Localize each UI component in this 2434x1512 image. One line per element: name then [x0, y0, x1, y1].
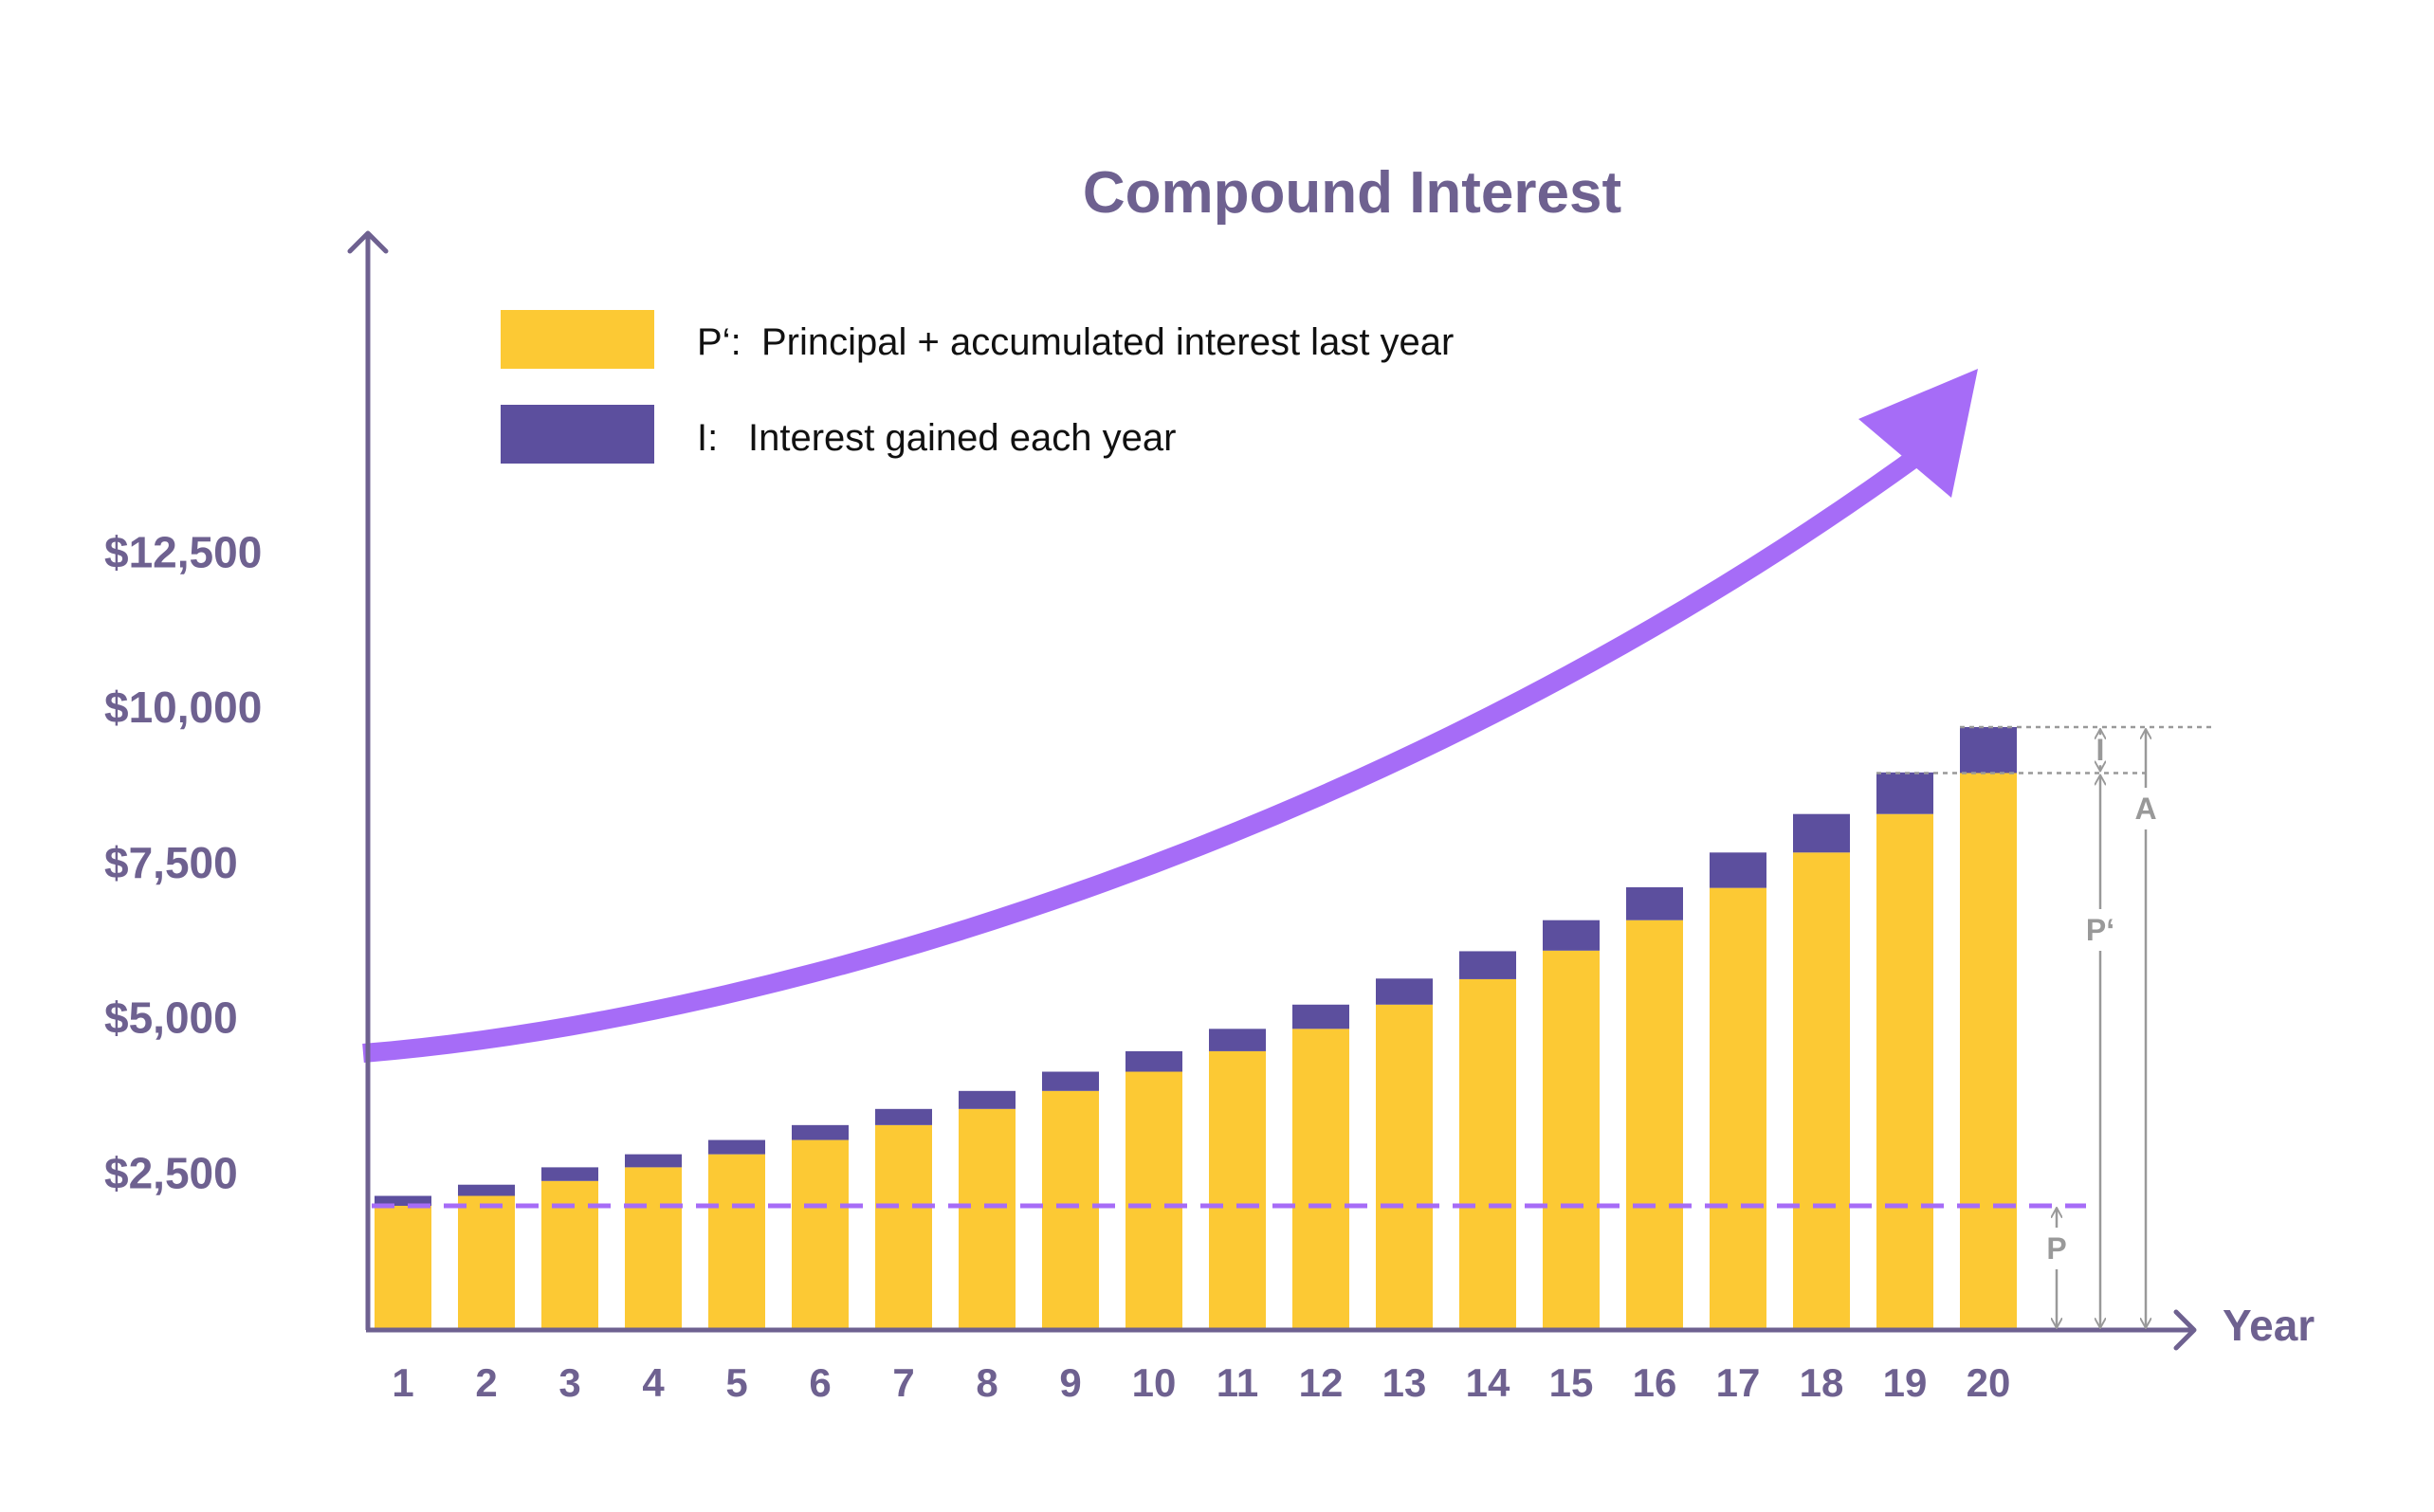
bar-principal-year-5 [708, 1154, 765, 1330]
x-tick-label: 19 [1883, 1360, 1928, 1405]
legend-swatch-principal [501, 310, 654, 369]
legend-label-principal: Principal + accumulated interest last ye… [761, 321, 1454, 363]
x-tick-label: 1 [392, 1360, 413, 1405]
bar-principal-year-6 [792, 1139, 849, 1330]
bar-interest-year-11 [1209, 1029, 1266, 1051]
bar-principal-year-12 [1292, 1029, 1349, 1330]
bar-principal-year-8 [959, 1108, 1016, 1330]
bar-principal-year-11 [1209, 1050, 1266, 1330]
y-tick-label: $7,500 [104, 838, 238, 887]
bar-principal-year-1 [375, 1206, 431, 1330]
dim-i-label: I [2096, 733, 2105, 767]
bar-interest-year-2 [458, 1184, 515, 1196]
x-tick-label: 9 [1059, 1360, 1081, 1405]
y-tick-label: $12,500 [104, 527, 262, 576]
bar-principal-year-16 [1626, 920, 1683, 1330]
bar-principal-year-10 [1125, 1071, 1182, 1330]
legend-key-principal: P‘: [697, 321, 741, 363]
bar-interest-year-5 [708, 1139, 765, 1155]
x-axis-label: Year [2223, 1301, 2315, 1350]
x-tick-label: 7 [892, 1360, 914, 1405]
bar-principal-year-9 [1042, 1090, 1099, 1330]
y-axis-arrowhead [347, 230, 389, 254]
bar-interest-year-9 [1042, 1071, 1099, 1091]
x-tick-label: 20 [1967, 1360, 2011, 1405]
bar-interest-year-8 [959, 1090, 1016, 1109]
bar-principal-year-3 [541, 1180, 598, 1330]
y-tick-labels: $2,500 $5,000 $7,500 $10,000 $12,500 [104, 527, 262, 1197]
legend-swatch-interest [501, 405, 654, 464]
x-tick-labels: 1 2 3 4 5 6 7 8 9 10 11 12 13 14 15 16 17 18 19 20 [392, 1360, 2010, 1405]
x-tick-label: 13 [1382, 1360, 1427, 1405]
bar-principal-year-4 [625, 1167, 682, 1330]
bars-group [375, 726, 2017, 1330]
x-tick-label: 15 [1549, 1360, 1594, 1405]
bar-principal-year-18 [1793, 852, 1850, 1330]
chart-title: Compound Interest [1083, 160, 1621, 226]
x-tick-label: 3 [558, 1360, 580, 1405]
axes: Year [347, 230, 2315, 1351]
bar-principal-year-20 [1960, 773, 2017, 1330]
bar-interest-year-1 [375, 1195, 431, 1206]
y-tick-label: $2,500 [104, 1148, 238, 1197]
bar-interest-year-17 [1710, 852, 1766, 888]
growth-arrow-curve [362, 435, 1940, 1063]
x-tick-label: 8 [976, 1360, 997, 1405]
x-tick-label: 12 [1299, 1360, 1344, 1405]
growth-arrow-head [1858, 369, 1978, 498]
x-tick-label: 11 [1217, 1360, 1258, 1405]
bar-principal-year-13 [1376, 1004, 1433, 1330]
bar-interest-year-14 [1459, 951, 1516, 979]
bar-interest-year-10 [1125, 1050, 1182, 1072]
legend-label-interest: Interest gained each year [748, 417, 1176, 459]
bar-interest-year-16 [1626, 886, 1683, 920]
dimension-annotations: P P‘ AI [1876, 725, 2214, 1328]
bar-interest-year-7 [875, 1108, 932, 1125]
bar-interest-year-19 [1876, 772, 1933, 814]
bar-interest-year-6 [792, 1124, 849, 1140]
bar-interest-year-18 [1793, 813, 1850, 853]
bar-principal-year-2 [458, 1195, 515, 1330]
dim-a-label: A [2134, 792, 2156, 826]
bar-interest-year-13 [1376, 978, 1433, 1005]
bar-interest-year-4 [625, 1154, 682, 1168]
x-axis-arrowhead [2173, 1309, 2197, 1351]
bar-principal-year-17 [1710, 887, 1766, 1330]
x-tick-label: 6 [809, 1360, 831, 1405]
dim-p-prime-label: P‘ [2086, 913, 2114, 947]
x-tick-label: 10 [1132, 1360, 1177, 1405]
x-tick-label: 5 [725, 1360, 747, 1405]
y-tick-label: $10,000 [104, 683, 262, 732]
x-tick-label: 16 [1633, 1360, 1677, 1405]
legend: P‘: Principal + accumulated interest las… [501, 310, 1454, 464]
x-tick-label: 14 [1466, 1360, 1510, 1405]
bar-interest-year-12 [1292, 1004, 1349, 1029]
bar-interest-year-3 [541, 1167, 598, 1181]
bar-principal-year-15 [1543, 950, 1600, 1330]
x-tick-label: 2 [475, 1360, 497, 1405]
bar-principal-year-19 [1876, 813, 1933, 1330]
x-tick-label: 17 [1716, 1360, 1761, 1405]
legend-key-interest: I: [697, 417, 718, 459]
y-tick-label: $5,000 [104, 993, 238, 1043]
x-tick-label: 4 [642, 1360, 665, 1405]
bar-principal-year-14 [1459, 978, 1516, 1330]
bar-principal-year-7 [875, 1124, 932, 1330]
dim-p-label: P [2046, 1231, 2066, 1266]
bar-interest-year-20 [1960, 726, 2017, 774]
growth-arrow-group [362, 369, 1978, 1063]
x-tick-label: 18 [1800, 1360, 1844, 1405]
bar-interest-year-15 [1543, 920, 1600, 951]
